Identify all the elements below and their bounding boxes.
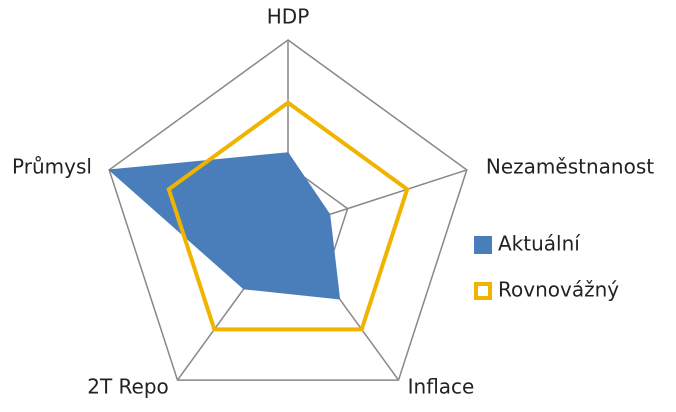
legend-label: Rovnovážný (498, 278, 619, 302)
axis-label: HDP (267, 5, 310, 29)
axis-label: Průmysl (12, 155, 92, 179)
axis-label: 2T Repo (87, 375, 169, 399)
grid-line (108, 39, 468, 381)
axis-label: Inflace (408, 375, 475, 399)
axis-label: Nezaměstnanost (486, 155, 654, 179)
series-line (166, 100, 410, 332)
legend-label: Aktuální (498, 232, 581, 256)
legend-swatch (474, 282, 492, 300)
legend-swatch (474, 236, 492, 254)
